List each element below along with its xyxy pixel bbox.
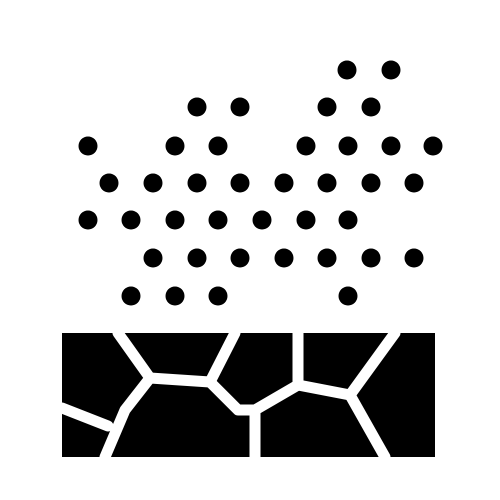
particle-dot bbox=[361, 248, 381, 268]
particle-dot bbox=[187, 248, 207, 268]
particle-dot bbox=[99, 173, 119, 193]
particle-dot bbox=[274, 248, 294, 268]
particle-dot bbox=[296, 136, 316, 156]
particle-dot bbox=[404, 173, 424, 193]
particle-dot bbox=[165, 286, 185, 306]
particle-dot bbox=[187, 173, 207, 193]
particle-dot bbox=[338, 210, 358, 230]
crack-line bbox=[56, 402, 114, 432]
cracked-ground-block bbox=[56, 327, 435, 463]
particle-dot bbox=[338, 286, 358, 306]
particle-dot bbox=[143, 173, 163, 193]
particle-dot bbox=[230, 248, 250, 268]
particle-dot bbox=[252, 210, 272, 230]
particle-dot bbox=[317, 97, 337, 117]
particle-dot bbox=[317, 173, 337, 193]
particle-dot bbox=[208, 210, 228, 230]
particle-dot bbox=[208, 136, 228, 156]
particle-dot bbox=[361, 97, 381, 117]
particle-dot bbox=[274, 173, 294, 193]
particle-dot bbox=[187, 97, 207, 117]
particle-dot bbox=[143, 248, 163, 268]
particle-dot bbox=[208, 286, 228, 306]
particle-dot bbox=[165, 210, 185, 230]
particle-dot bbox=[361, 173, 381, 193]
particle-dot bbox=[230, 97, 250, 117]
particle-cloud bbox=[78, 60, 443, 306]
particle-dot bbox=[230, 173, 250, 193]
particle-dot bbox=[121, 210, 141, 230]
crack-line bbox=[99, 327, 156, 463]
particle-dot bbox=[381, 60, 401, 80]
particle-dot bbox=[381, 136, 401, 156]
particle-dot bbox=[337, 60, 357, 80]
particle-dot bbox=[78, 210, 98, 230]
particle-dot bbox=[423, 136, 443, 156]
particle-dot bbox=[165, 136, 185, 156]
particle-dot bbox=[317, 248, 337, 268]
particle-dot bbox=[296, 210, 316, 230]
crack-line bbox=[344, 389, 391, 463]
particle-dot bbox=[78, 136, 98, 156]
particle-dot bbox=[121, 286, 141, 306]
ground-cracks bbox=[56, 327, 401, 463]
crack-line bbox=[204, 376, 261, 463]
particle-dot bbox=[404, 248, 424, 268]
particle-dot bbox=[338, 136, 358, 156]
